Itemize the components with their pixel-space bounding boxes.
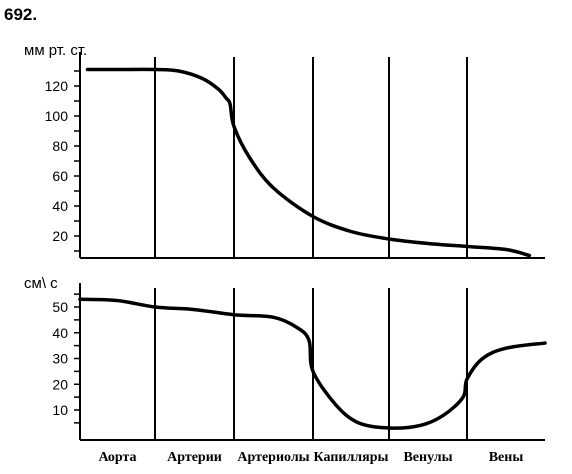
velocity-axis-label: см\ с — [24, 275, 58, 292]
category-label: Капилляры — [314, 450, 389, 465]
category-label: Артериолы — [237, 450, 309, 465]
pressure-tick-label: 60 — [52, 168, 68, 184]
velocity-chart: см\ с 10 20 30 40 50 Аорта Артерии Артериолы Капи… — [24, 275, 547, 465]
velocity-tick-label: 20 — [52, 376, 68, 392]
pressure-tick-label: 40 — [52, 198, 68, 214]
pressure-chart: мм рт. ст. 20 40 60 80 100 120 — [24, 42, 545, 259]
category-label: Аорта — [98, 450, 136, 465]
pressure-curve — [85, 67, 532, 258]
pressure-tick-label: 20 — [52, 228, 68, 244]
velocity-tick-label: 40 — [52, 325, 68, 341]
velocity-tick-label: 10 — [52, 402, 68, 418]
pressure-tick-label: 100 — [45, 108, 69, 124]
velocity-curve — [78, 297, 547, 430]
velocity-tick-label: 30 — [52, 351, 68, 367]
pressure-axis-label: мм рт. ст. — [24, 42, 87, 59]
category-label: Вены — [489, 450, 524, 465]
pressure-tick-label: 80 — [52, 138, 68, 154]
problem-number: 692. — [4, 5, 37, 24]
category-label: Артерии — [167, 450, 222, 465]
category-label: Венулы — [403, 450, 452, 465]
velocity-tick-label: 50 — [52, 299, 68, 315]
pressure-tick-label: 120 — [45, 78, 69, 94]
